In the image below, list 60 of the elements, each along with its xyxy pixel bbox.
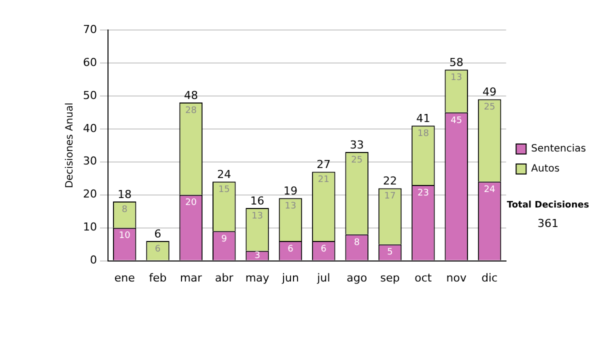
y-tick-label: 0 xyxy=(90,254,97,267)
x-tick-label: jul xyxy=(316,271,330,284)
x-tick-label: ene xyxy=(114,271,136,284)
y-tick-label: 70 xyxy=(82,22,97,36)
data-label: 5 xyxy=(387,248,393,258)
total-label: 22 xyxy=(383,174,398,188)
total-label: 33 xyxy=(350,138,364,152)
data-label: 8 xyxy=(354,238,360,248)
y-tick-label: 50 xyxy=(82,88,97,102)
y-tick-label: 20 xyxy=(82,188,97,201)
data-label: 8 xyxy=(122,204,128,215)
text: 361 xyxy=(538,216,558,230)
data-label: 24 xyxy=(484,185,496,196)
total-label: 48 xyxy=(184,88,198,102)
data-label: 20 xyxy=(185,198,197,208)
x-tick-label: oct xyxy=(414,271,432,284)
data-label: 6 xyxy=(288,244,294,254)
total-label: 19 xyxy=(283,184,298,198)
x-tick-label: jun xyxy=(280,271,300,284)
data-label: 25 xyxy=(351,155,363,166)
y-tick-label: 40 xyxy=(82,122,97,135)
data-label: 21 xyxy=(318,175,330,186)
data-label: 17 xyxy=(384,192,396,202)
y-tick-label: 60 xyxy=(82,56,97,69)
text: Total Decisiones xyxy=(506,200,590,210)
total-label: 6 xyxy=(154,227,162,240)
y-axis-title: Decisiones Anual xyxy=(64,102,76,188)
data-label: 45 xyxy=(450,116,462,126)
data-label: 6 xyxy=(154,244,161,254)
x-tick-label: nov xyxy=(446,271,467,284)
x-tick-label: feb xyxy=(148,271,167,284)
legend-label: Sentencias xyxy=(531,144,586,155)
data-label: 9 xyxy=(221,234,228,244)
data-label: 13 xyxy=(284,202,296,212)
x-tick-label: abr xyxy=(214,271,234,284)
total-label: 41 xyxy=(416,112,430,125)
x-tick-label: dic xyxy=(482,271,498,284)
total-label: 16 xyxy=(250,194,264,208)
x-tick-label: sep xyxy=(380,271,400,284)
x-tick-label: may xyxy=(245,271,270,284)
data-label: 6 xyxy=(320,244,327,254)
data-label: 13 xyxy=(450,72,462,83)
y-tick-label: 30 xyxy=(82,154,97,168)
x-tick-label: ago xyxy=(346,271,368,284)
x-tick-label: mar xyxy=(180,271,202,284)
total-label: 18 xyxy=(118,188,132,201)
data-label: 25 xyxy=(484,102,496,113)
data-label: 23 xyxy=(417,188,429,198)
legend-label: Autos xyxy=(531,164,560,175)
total-label: 58 xyxy=(449,56,464,69)
data-label: 3 xyxy=(254,250,260,261)
y-tick-label: 10 xyxy=(82,220,97,234)
data-label: 28 xyxy=(185,106,197,116)
total-label: 24 xyxy=(217,168,232,182)
data-label: 10 xyxy=(118,231,131,242)
data-label: 13 xyxy=(252,211,264,222)
data-label: 18 xyxy=(417,128,430,139)
total-label: 49 xyxy=(482,86,497,99)
total-label: 27 xyxy=(316,158,331,172)
data-label: 15 xyxy=(218,185,230,196)
